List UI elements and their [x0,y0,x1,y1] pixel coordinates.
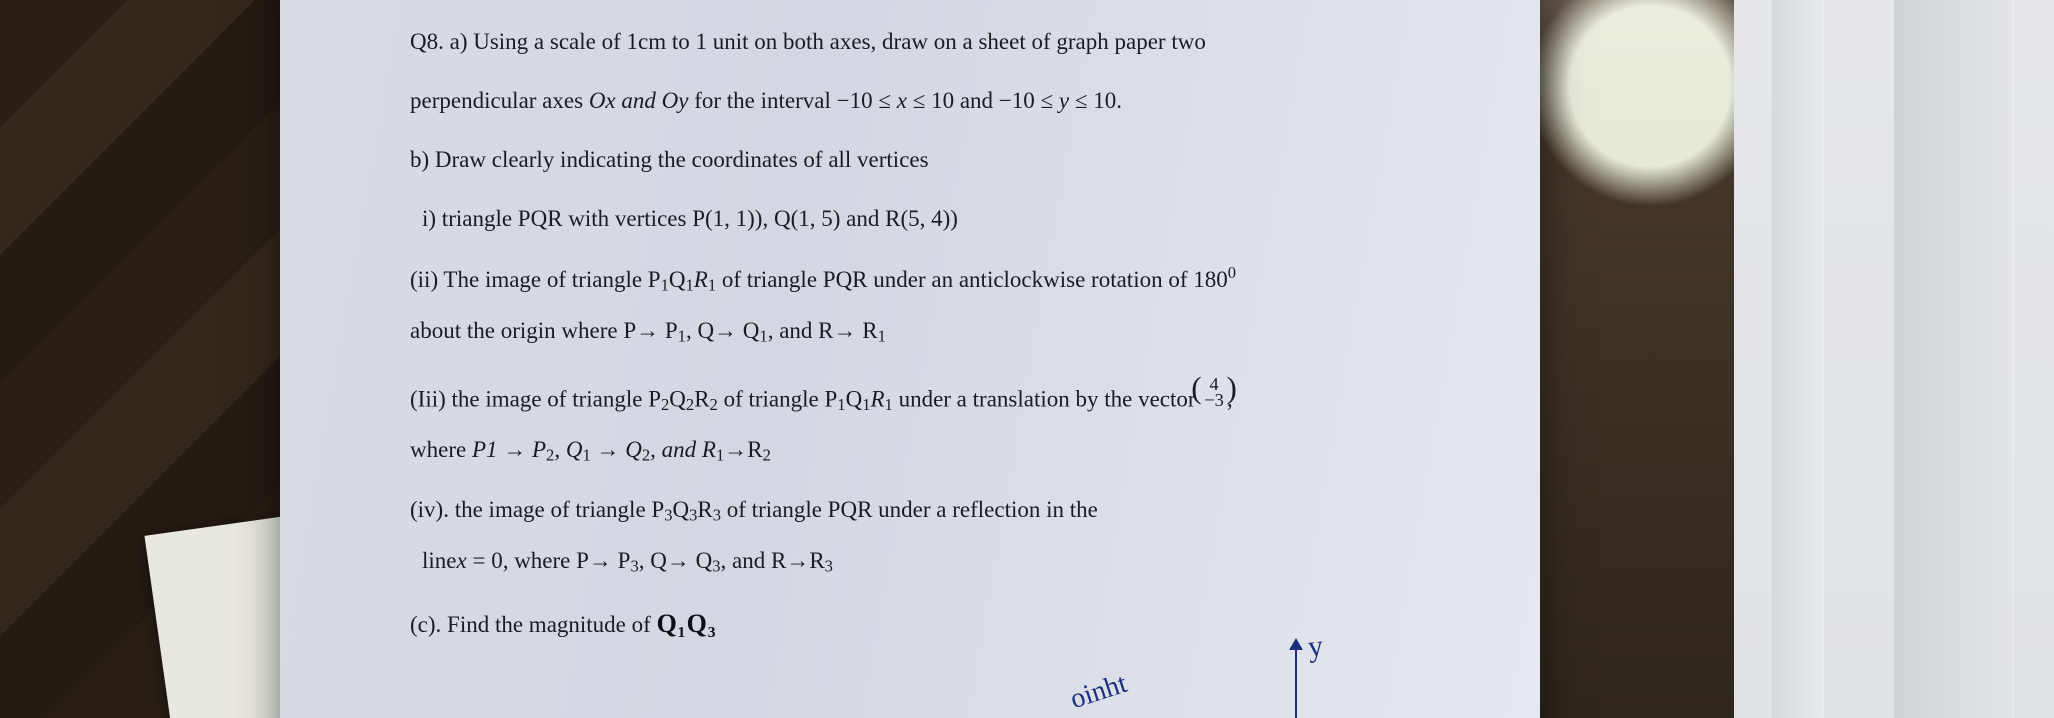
text: for the interval −10 ≤ [688,88,896,113]
text: , Q→ Q [686,318,759,343]
sub: 2 [763,445,771,464]
background-gap [1524,0,1734,718]
text: →R [724,437,762,462]
column-vector: 4 −3 [1201,376,1227,409]
text: ≤ 10. [1069,88,1122,113]
text: (c). Find the magnitude of [410,612,657,637]
var-ox: Ox [589,88,616,113]
text: , and R→ R [768,318,878,343]
sub: 3 [630,556,638,575]
q8b-i: i) triangle PQR with vertices P(1, 1)), … [410,203,1476,234]
handwritten-overwrite: Q₁Q₃ [657,609,717,638]
text: (iv). the image of triangle P [410,497,664,522]
vector-bottom: −3 [1204,392,1224,409]
sub: 3 [713,506,721,525]
text: , and R→R [721,548,825,573]
binder-ridge [1894,0,2014,718]
sub: 1 [678,326,686,345]
q8b-iv-line1: (iv). the image of triangle P3Q3R3 of tr… [410,494,1476,527]
text: P1 → P [472,437,546,462]
text: perpendicular axes [410,88,589,113]
text: = 0, where P→ P [467,548,631,573]
text: i) triangle PQR with vertices P(1, 1)), … [422,206,958,231]
text: b) Draw clearly indicating the coordinat… [410,147,929,172]
sub: 2 [710,394,718,413]
var-oy: Oy [662,88,689,113]
q8b-ii-line1: (ii) The image of triangle P1Q1R1 of tri… [410,262,1476,297]
text: , Q→ Q [639,548,712,573]
text: Q [669,267,686,292]
text: line [422,548,457,573]
text: Q [672,497,689,522]
sub: 1 [686,276,694,295]
text: R [694,386,709,411]
q8a-line2: perpendicular axes Ox and Oy for the int… [410,85,1476,116]
text: Q [846,386,863,411]
sub: 2 [642,445,650,464]
var-x: x [457,548,467,573]
q8b-iii-line1: (Iii) the image of triangle P2Q2R2 of tr… [410,376,1476,416]
degree: 0 [1228,263,1236,282]
text: about the origin where P→ P [410,318,678,343]
text: Using a scale of 1cm to 1 unit on both a… [473,29,1206,54]
var-y: y [1059,88,1069,113]
sub: 1 [885,394,893,413]
sub: 1 [661,276,669,295]
text: ≤ 10 and −10 ≤ [907,88,1059,113]
text: of triangle PQR under an anticlockwise r… [716,267,1228,292]
exam-paper: Q8. a) Using a scale of 1cm to 1 unit on… [280,0,1540,718]
binder-ridge [1772,0,1824,718]
sub: 1 [837,394,845,413]
text: and [616,88,662,113]
sub: 3 [825,556,833,575]
sub: 1 [759,326,767,345]
text: under a translation by the vector [893,386,1201,411]
question-label: Q8. a) [410,29,467,54]
right-binder-strip [1734,0,2054,718]
sub: 1 [716,445,724,464]
sub: 2 [686,394,694,413]
text: , Q [554,437,582,462]
text: of triangle P [718,386,837,411]
text: where [410,437,472,462]
q8b-iii-line2: where P1 → P2, Q1 → Q2, and R1→R2 [410,434,1476,467]
q8a-line1: Q8. a) Using a scale of 1cm to 1 unit on… [410,26,1476,57]
text: , and R [650,437,716,462]
q8b: b) Draw clearly indicating the coordinat… [410,144,1476,175]
var-x: x [897,88,907,113]
handwritten-axis-arrow [1295,640,1297,718]
sub: 3 [712,556,720,575]
sub: 1 [708,276,716,295]
text: R [870,386,884,411]
text: R [694,267,708,292]
sub: 1 [878,326,886,345]
text: → Q [591,437,642,462]
q8b-iv-line2: linex = 0, where P→ P3, Q→ Q3, and R→R3 [410,545,1476,578]
q8b-ii-line2: about the origin where P→ P1, Q→ Q1, and… [410,315,1476,348]
text: of triangle PQR under a reflection in th… [721,497,1098,522]
text: Q [669,386,686,411]
text: (ii) The image of triangle P [410,267,661,292]
sub: 1 [582,445,590,464]
text: (Iii) the image of triangle P [410,386,661,411]
text: R [697,497,712,522]
